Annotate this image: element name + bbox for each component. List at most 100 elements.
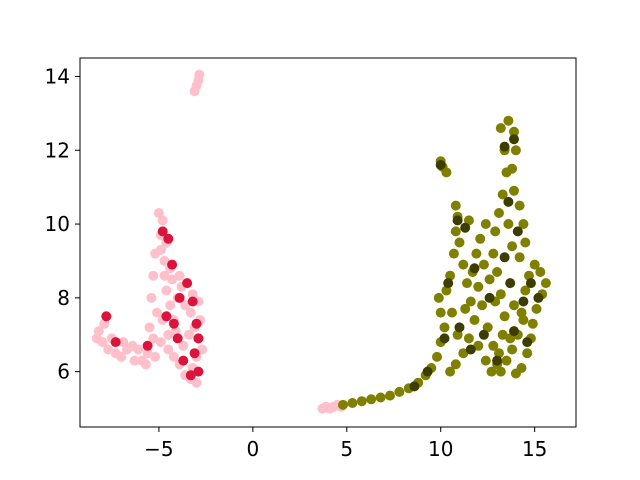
point-s2-69 [510,145,521,156]
point-s2-27 [458,348,469,359]
point-s2-1 [347,398,358,408]
point-s0-55 [116,351,127,362]
point-s0-53 [103,344,114,355]
point-s1-1 [163,233,174,244]
x-tick-label: −5 [144,437,173,461]
point-s1-2 [167,259,178,270]
point-s3-19 [409,381,420,392]
point-s0-37 [161,285,172,296]
x-tick-label: 0 [246,437,259,461]
point-s2-5 [385,390,395,401]
point-s3-3 [443,278,454,289]
point-s2-85 [509,300,519,311]
point-s3-7 [499,252,510,263]
point-s0-49 [197,344,208,355]
point-s1-10 [172,333,183,344]
point-s2-82 [484,274,495,285]
point-s0-4 [153,208,164,218]
point-s2-36 [482,322,493,333]
point-s0-45 [165,300,176,311]
point-s1-14 [110,337,121,348]
point-s2-19 [450,226,461,237]
point-s2-81 [478,259,489,270]
point-s2-68 [509,126,519,137]
point-s2-40 [501,355,512,366]
point-s0-42 [184,329,194,340]
point-s2-79 [475,233,486,244]
point-s2-76 [507,241,518,252]
y-tick-label: 14 [45,64,70,88]
point-s2-84 [497,329,508,340]
point-s1-12 [142,340,153,351]
point-s2-51 [527,318,538,329]
point-s2-41 [507,344,518,355]
point-s2-73 [518,219,529,229]
point-s1-17 [193,366,204,377]
point-s2-55 [510,368,521,379]
point-s2-44 [520,285,531,296]
point-s0-18 [150,351,161,362]
point-s0-39 [174,270,185,281]
point-s3-18 [503,196,514,207]
point-s2-32 [460,303,471,314]
point-s0-63 [118,337,129,348]
point-s3-11 [525,278,536,289]
x-tick-label: 10 [428,437,453,461]
point-s0-59 [137,355,147,366]
point-s2-0 [338,399,348,410]
point-s0-5 [157,215,168,226]
point-s1-4 [187,296,198,307]
y-tick-label: 8 [57,286,70,310]
point-s0-24 [180,300,191,311]
series-1 [101,226,204,381]
point-s1-5 [191,318,202,329]
point-s0-41 [187,289,198,300]
point-s3-16 [499,141,510,152]
point-s2-57 [499,311,510,322]
point-s3-12 [533,292,544,303]
point-s2-66 [495,123,506,134]
point-s2-67 [503,115,514,126]
point-s2-14 [435,307,446,318]
point-s2-46 [529,259,540,270]
point-s2-13 [439,322,450,333]
point-s3-20 [422,366,433,377]
point-s0-48 [191,377,202,388]
point-s3-1 [452,215,463,226]
point-s2-25 [469,315,480,325]
y-axis-ticks: 6 8 10 12 14 [45,64,80,384]
point-s2-70 [507,163,518,174]
y-tick-label: 10 [45,212,70,236]
point-s0-47 [155,244,166,255]
point-s0-58 [133,344,144,355]
point-s2-34 [473,281,484,292]
point-s3-21 [439,333,450,344]
y-tick-label: 12 [45,138,70,162]
point-s2-22 [458,259,469,270]
y-tick-label: 6 [57,360,70,384]
point-s3-6 [478,329,489,340]
point-s2-59 [492,267,503,277]
point-s2-26 [463,333,474,344]
point-s0-46 [159,270,170,281]
series-2 [338,115,551,410]
x-tick-label: 5 [340,437,353,461]
point-s2-35 [477,300,488,311]
point-s2-24 [465,296,476,307]
point-s3-17 [509,134,519,145]
point-s2-78 [480,219,491,229]
point-s2-74 [520,237,531,248]
point-s1-3 [182,278,193,289]
point-s2-63 [497,189,508,200]
point-s2-15 [433,292,444,303]
point-s1-16 [168,318,179,329]
point-s0-13 [152,307,162,318]
series-0 [91,69,347,414]
point-s2-58 [495,289,506,300]
point-s2-71 [509,185,519,196]
point-s2-23 [462,278,472,289]
point-s2-47 [535,267,546,277]
point-s2-18 [448,248,459,259]
point-s1-13 [101,311,112,322]
